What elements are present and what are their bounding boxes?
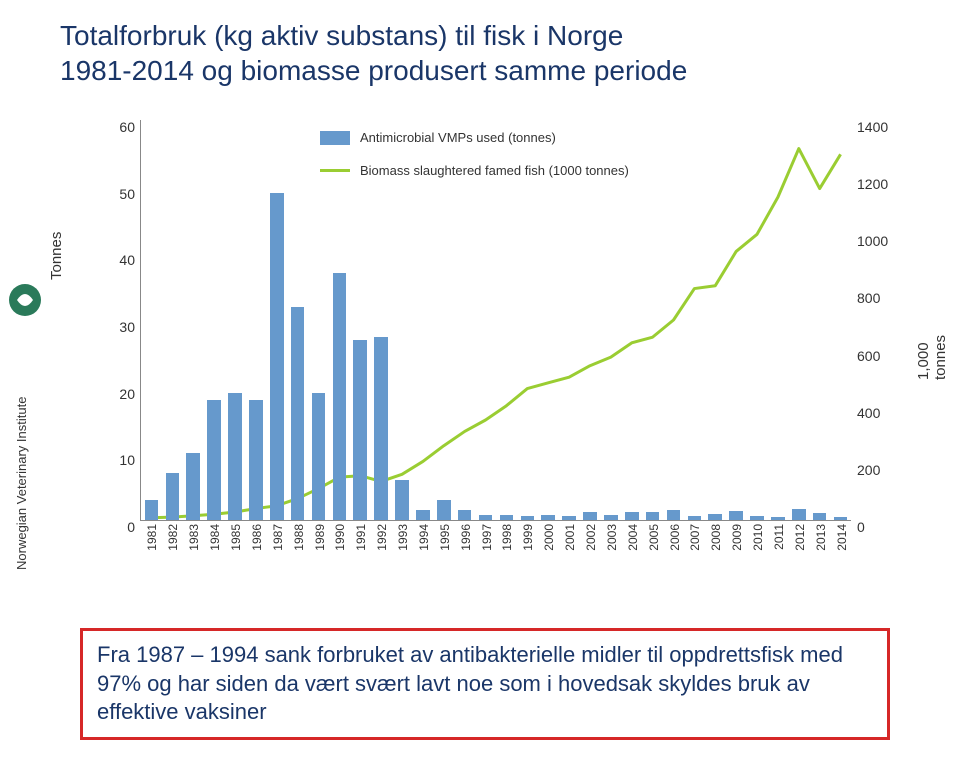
bar bbox=[207, 400, 221, 520]
x-tick: 1982 bbox=[166, 524, 180, 551]
x-tick: 1981 bbox=[145, 524, 159, 551]
x-tick: 1998 bbox=[500, 524, 514, 551]
y-right-tick: 1200 bbox=[857, 176, 888, 192]
bar bbox=[625, 512, 639, 520]
bar bbox=[521, 516, 535, 520]
y-left-tick: 40 bbox=[119, 252, 135, 268]
vet-institute-logo: Norwegian Veterinary Institute bbox=[0, 280, 50, 580]
bar bbox=[353, 340, 367, 520]
y-left-tick: 50 bbox=[119, 186, 135, 202]
bar bbox=[166, 473, 180, 520]
x-tick: 1988 bbox=[292, 524, 306, 551]
bar bbox=[312, 393, 326, 520]
x-tick: 2013 bbox=[814, 524, 828, 551]
bar bbox=[583, 512, 597, 520]
legend: Antimicrobial VMPs used (tonnes) Biomass… bbox=[320, 130, 629, 196]
legend-bar-swatch bbox=[320, 131, 350, 145]
x-tick: 2007 bbox=[688, 524, 702, 551]
title-line-1: Totalforbruk (kg aktiv substans) til fis… bbox=[60, 20, 623, 51]
x-tick: 2001 bbox=[563, 524, 577, 551]
y-left-tick: 0 bbox=[127, 519, 135, 535]
x-tick: 1991 bbox=[354, 524, 368, 551]
legend-bar-row: Antimicrobial VMPs used (tonnes) bbox=[320, 130, 629, 145]
legend-line-label: Biomass slaughtered famed fish (1000 ton… bbox=[360, 163, 629, 178]
y-left-tick: 60 bbox=[119, 119, 135, 135]
x-tick: 2008 bbox=[709, 524, 723, 551]
y-left-axis-title: Tonnes bbox=[48, 232, 65, 280]
x-tick: 1993 bbox=[396, 524, 410, 551]
bar bbox=[750, 516, 764, 520]
x-tick: 1996 bbox=[459, 524, 473, 551]
bar bbox=[458, 510, 472, 520]
bar bbox=[708, 514, 722, 520]
y-right-tick: 1000 bbox=[857, 233, 888, 249]
legend-line-swatch bbox=[320, 169, 350, 172]
x-tick: 2011 bbox=[772, 524, 786, 550]
x-tick: 2003 bbox=[605, 524, 619, 551]
bar bbox=[729, 511, 743, 520]
y-right-tick: 0 bbox=[857, 519, 865, 535]
bar bbox=[562, 516, 576, 520]
x-tick: 1990 bbox=[333, 524, 347, 551]
x-tick: 1989 bbox=[313, 524, 327, 551]
y-left-tick: 30 bbox=[119, 319, 135, 335]
bar bbox=[249, 400, 263, 520]
x-tick: 2004 bbox=[626, 524, 640, 551]
bar bbox=[541, 515, 555, 520]
svg-text:Norwegian Veterinary Institute: Norwegian Veterinary Institute bbox=[14, 397, 29, 570]
x-tick: 2006 bbox=[668, 524, 682, 551]
x-tick: 1987 bbox=[271, 524, 285, 551]
y-left-tick: 10 bbox=[119, 452, 135, 468]
bar bbox=[688, 516, 702, 520]
bar bbox=[646, 512, 660, 520]
bar bbox=[771, 517, 785, 520]
legend-bar-label: Antimicrobial VMPs used (tonnes) bbox=[360, 130, 556, 145]
x-tick: 1999 bbox=[521, 524, 535, 551]
bar bbox=[500, 515, 514, 520]
x-tick: 2014 bbox=[835, 524, 849, 551]
bar bbox=[333, 273, 347, 520]
y-right-tick: 200 bbox=[857, 462, 880, 478]
bar bbox=[270, 193, 284, 520]
x-tick: 2010 bbox=[751, 524, 765, 551]
title-line-2: 1981-2014 og biomasse produsert samme pe… bbox=[60, 55, 687, 86]
bar bbox=[186, 453, 200, 520]
chart-title: Totalforbruk (kg aktiv substans) til fis… bbox=[60, 18, 939, 88]
callout-text: Fra 1987 – 1994 sank forbruket av antiba… bbox=[97, 642, 843, 724]
bar bbox=[813, 513, 827, 520]
bar bbox=[416, 510, 430, 520]
x-tick: 1984 bbox=[208, 524, 222, 551]
y-right-tick: 1400 bbox=[857, 119, 888, 135]
y-left-tick: 20 bbox=[119, 386, 135, 402]
x-tick: 1995 bbox=[438, 524, 452, 551]
x-tick: 1986 bbox=[250, 524, 264, 551]
bar bbox=[291, 307, 305, 520]
x-tick: 1994 bbox=[417, 524, 431, 551]
x-tick: 1997 bbox=[480, 524, 494, 551]
bar bbox=[834, 517, 848, 520]
x-tick: 2009 bbox=[730, 524, 744, 551]
x-tick: 2002 bbox=[584, 524, 598, 551]
y-right-tick: 600 bbox=[857, 348, 880, 364]
bar bbox=[792, 509, 806, 520]
bar bbox=[395, 480, 409, 520]
x-tick: 1992 bbox=[375, 524, 389, 551]
bar bbox=[604, 515, 618, 520]
y-right-axis-title: 1,000 tonnes bbox=[915, 335, 949, 380]
bar bbox=[145, 500, 159, 520]
legend-line-row: Biomass slaughtered famed fish (1000 ton… bbox=[320, 163, 629, 178]
x-tick: 2012 bbox=[793, 524, 807, 551]
x-tick: 1985 bbox=[229, 524, 243, 551]
y-right-tick: 400 bbox=[857, 405, 880, 421]
x-tick: 2000 bbox=[542, 524, 556, 551]
y-right-tick: 800 bbox=[857, 290, 880, 306]
bar bbox=[479, 515, 493, 520]
bar bbox=[374, 337, 388, 520]
bar bbox=[228, 393, 242, 520]
x-tick: 2005 bbox=[647, 524, 661, 551]
x-tick: 1983 bbox=[187, 524, 201, 551]
callout-box: Fra 1987 – 1994 sank forbruket av antiba… bbox=[80, 628, 890, 740]
bar bbox=[437, 500, 451, 520]
bar bbox=[667, 510, 681, 520]
